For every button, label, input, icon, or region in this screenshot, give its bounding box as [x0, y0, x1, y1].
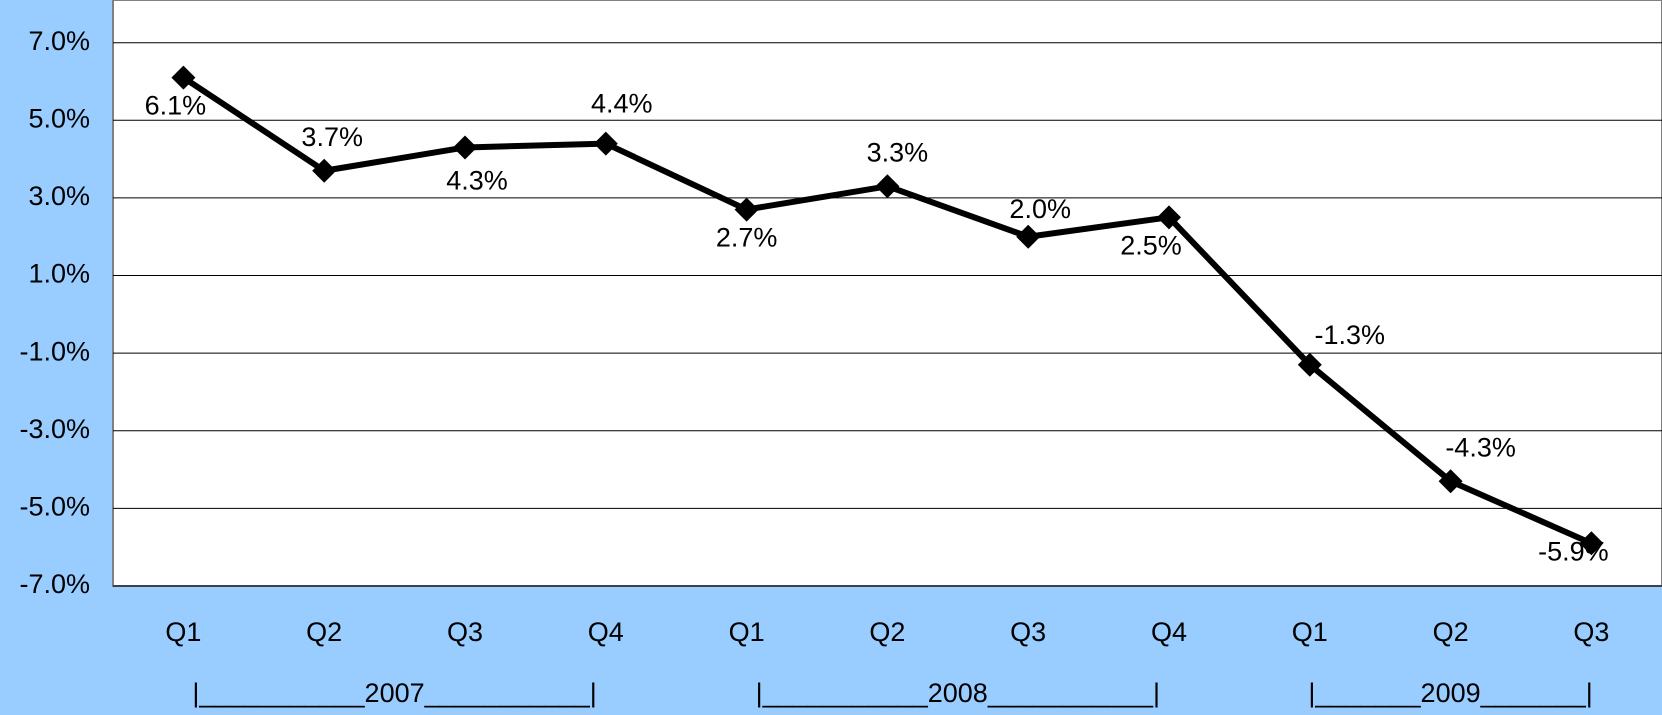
plot-area — [112, 0, 1662, 587]
marker — [171, 65, 196, 90]
group-label: |___________2008___________| — [756, 678, 1160, 708]
data-label: 2.7% — [716, 223, 778, 253]
x-tick-label: Q3 — [1573, 617, 1609, 647]
y-tick-label: 3.0% — [28, 181, 90, 211]
y-tick-label: 1.0% — [28, 259, 90, 289]
x-tick-label: Q3 — [1010, 617, 1046, 647]
marker — [1016, 224, 1041, 249]
x-tick-label: Q2 — [306, 617, 342, 647]
marker — [1297, 352, 1322, 377]
data-label: 2.5% — [1120, 230, 1182, 260]
group-label: |___________2007___________| — [192, 678, 596, 708]
x-tick-label: Q4 — [588, 617, 624, 647]
data-label: 4.3% — [446, 166, 508, 196]
marker — [734, 197, 759, 222]
marker — [875, 174, 900, 199]
marker — [312, 158, 337, 183]
y-tick-label: 7.0% — [28, 26, 90, 56]
y-tick-label: -1.0% — [19, 336, 90, 366]
x-tick-label: Q4 — [1151, 617, 1187, 647]
y-tick-label: 5.0% — [28, 103, 90, 133]
data-label: -4.3% — [1445, 432, 1516, 462]
marker — [453, 135, 477, 160]
y-tick-label: -3.0% — [19, 414, 90, 444]
x-tick-label: Q1 — [729, 617, 765, 647]
y-tick-label: -7.0% — [19, 569, 90, 599]
marker — [1438, 469, 1463, 494]
data-label: 3.7% — [301, 122, 363, 152]
data-label: 6.1% — [145, 91, 207, 121]
x-tick-label: Q1 — [165, 617, 201, 647]
data-label: 2.0% — [1009, 194, 1071, 224]
marker — [1579, 531, 1604, 556]
x-tick-label: Q3 — [447, 617, 483, 647]
data-label: -5.9% — [1538, 536, 1609, 566]
x-tick-label: Q1 — [1292, 617, 1328, 647]
data-label: 4.4% — [591, 89, 653, 119]
y-tick-label: -5.0% — [19, 492, 90, 522]
data-label: -1.3% — [1315, 320, 1386, 350]
marker — [1157, 205, 1181, 230]
marker — [593, 131, 618, 156]
group-label: |_______2009_______| — [1308, 678, 1592, 708]
x-tick-label: Q2 — [869, 617, 905, 647]
x-tick-label: Q2 — [1433, 617, 1469, 647]
data-label: 3.3% — [867, 137, 929, 167]
